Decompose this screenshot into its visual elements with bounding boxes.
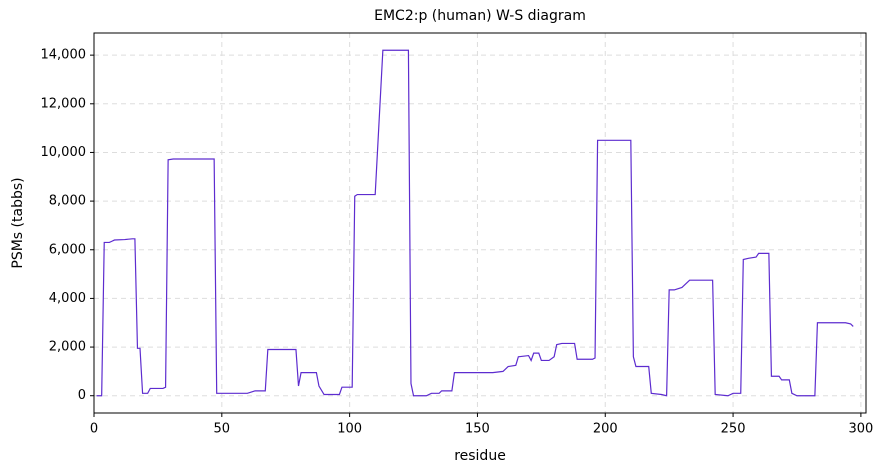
y-tick-label: 8,000: [49, 194, 86, 209]
y-tick-label: 6,000: [49, 242, 86, 257]
x-tick-label: 150: [465, 422, 490, 437]
y-tick-label: 14,000: [41, 48, 87, 63]
y-axis-label: PSMs (tabbs): [10, 177, 26, 268]
chart-title: EMC2:p (human) W-S diagram: [374, 8, 586, 24]
x-axis-label: residue: [454, 448, 506, 464]
x-tick-label: 50: [214, 422, 231, 437]
x-tick-label: 300: [848, 422, 873, 437]
x-tick-label: 200: [593, 422, 618, 437]
y-tick-label: 2,000: [49, 340, 86, 355]
y-tick-label: 0: [78, 388, 86, 403]
x-tick-label: 250: [721, 422, 746, 437]
x-tick-label: 100: [337, 422, 362, 437]
x-tick-label: 0: [90, 422, 98, 437]
y-tick-label: 10,000: [41, 145, 87, 160]
y-tick-label: 4,000: [49, 291, 86, 306]
data-line: [96, 49, 854, 397]
y-tick-label: 12,000: [41, 96, 87, 111]
plot-frame: [93, 32, 867, 414]
